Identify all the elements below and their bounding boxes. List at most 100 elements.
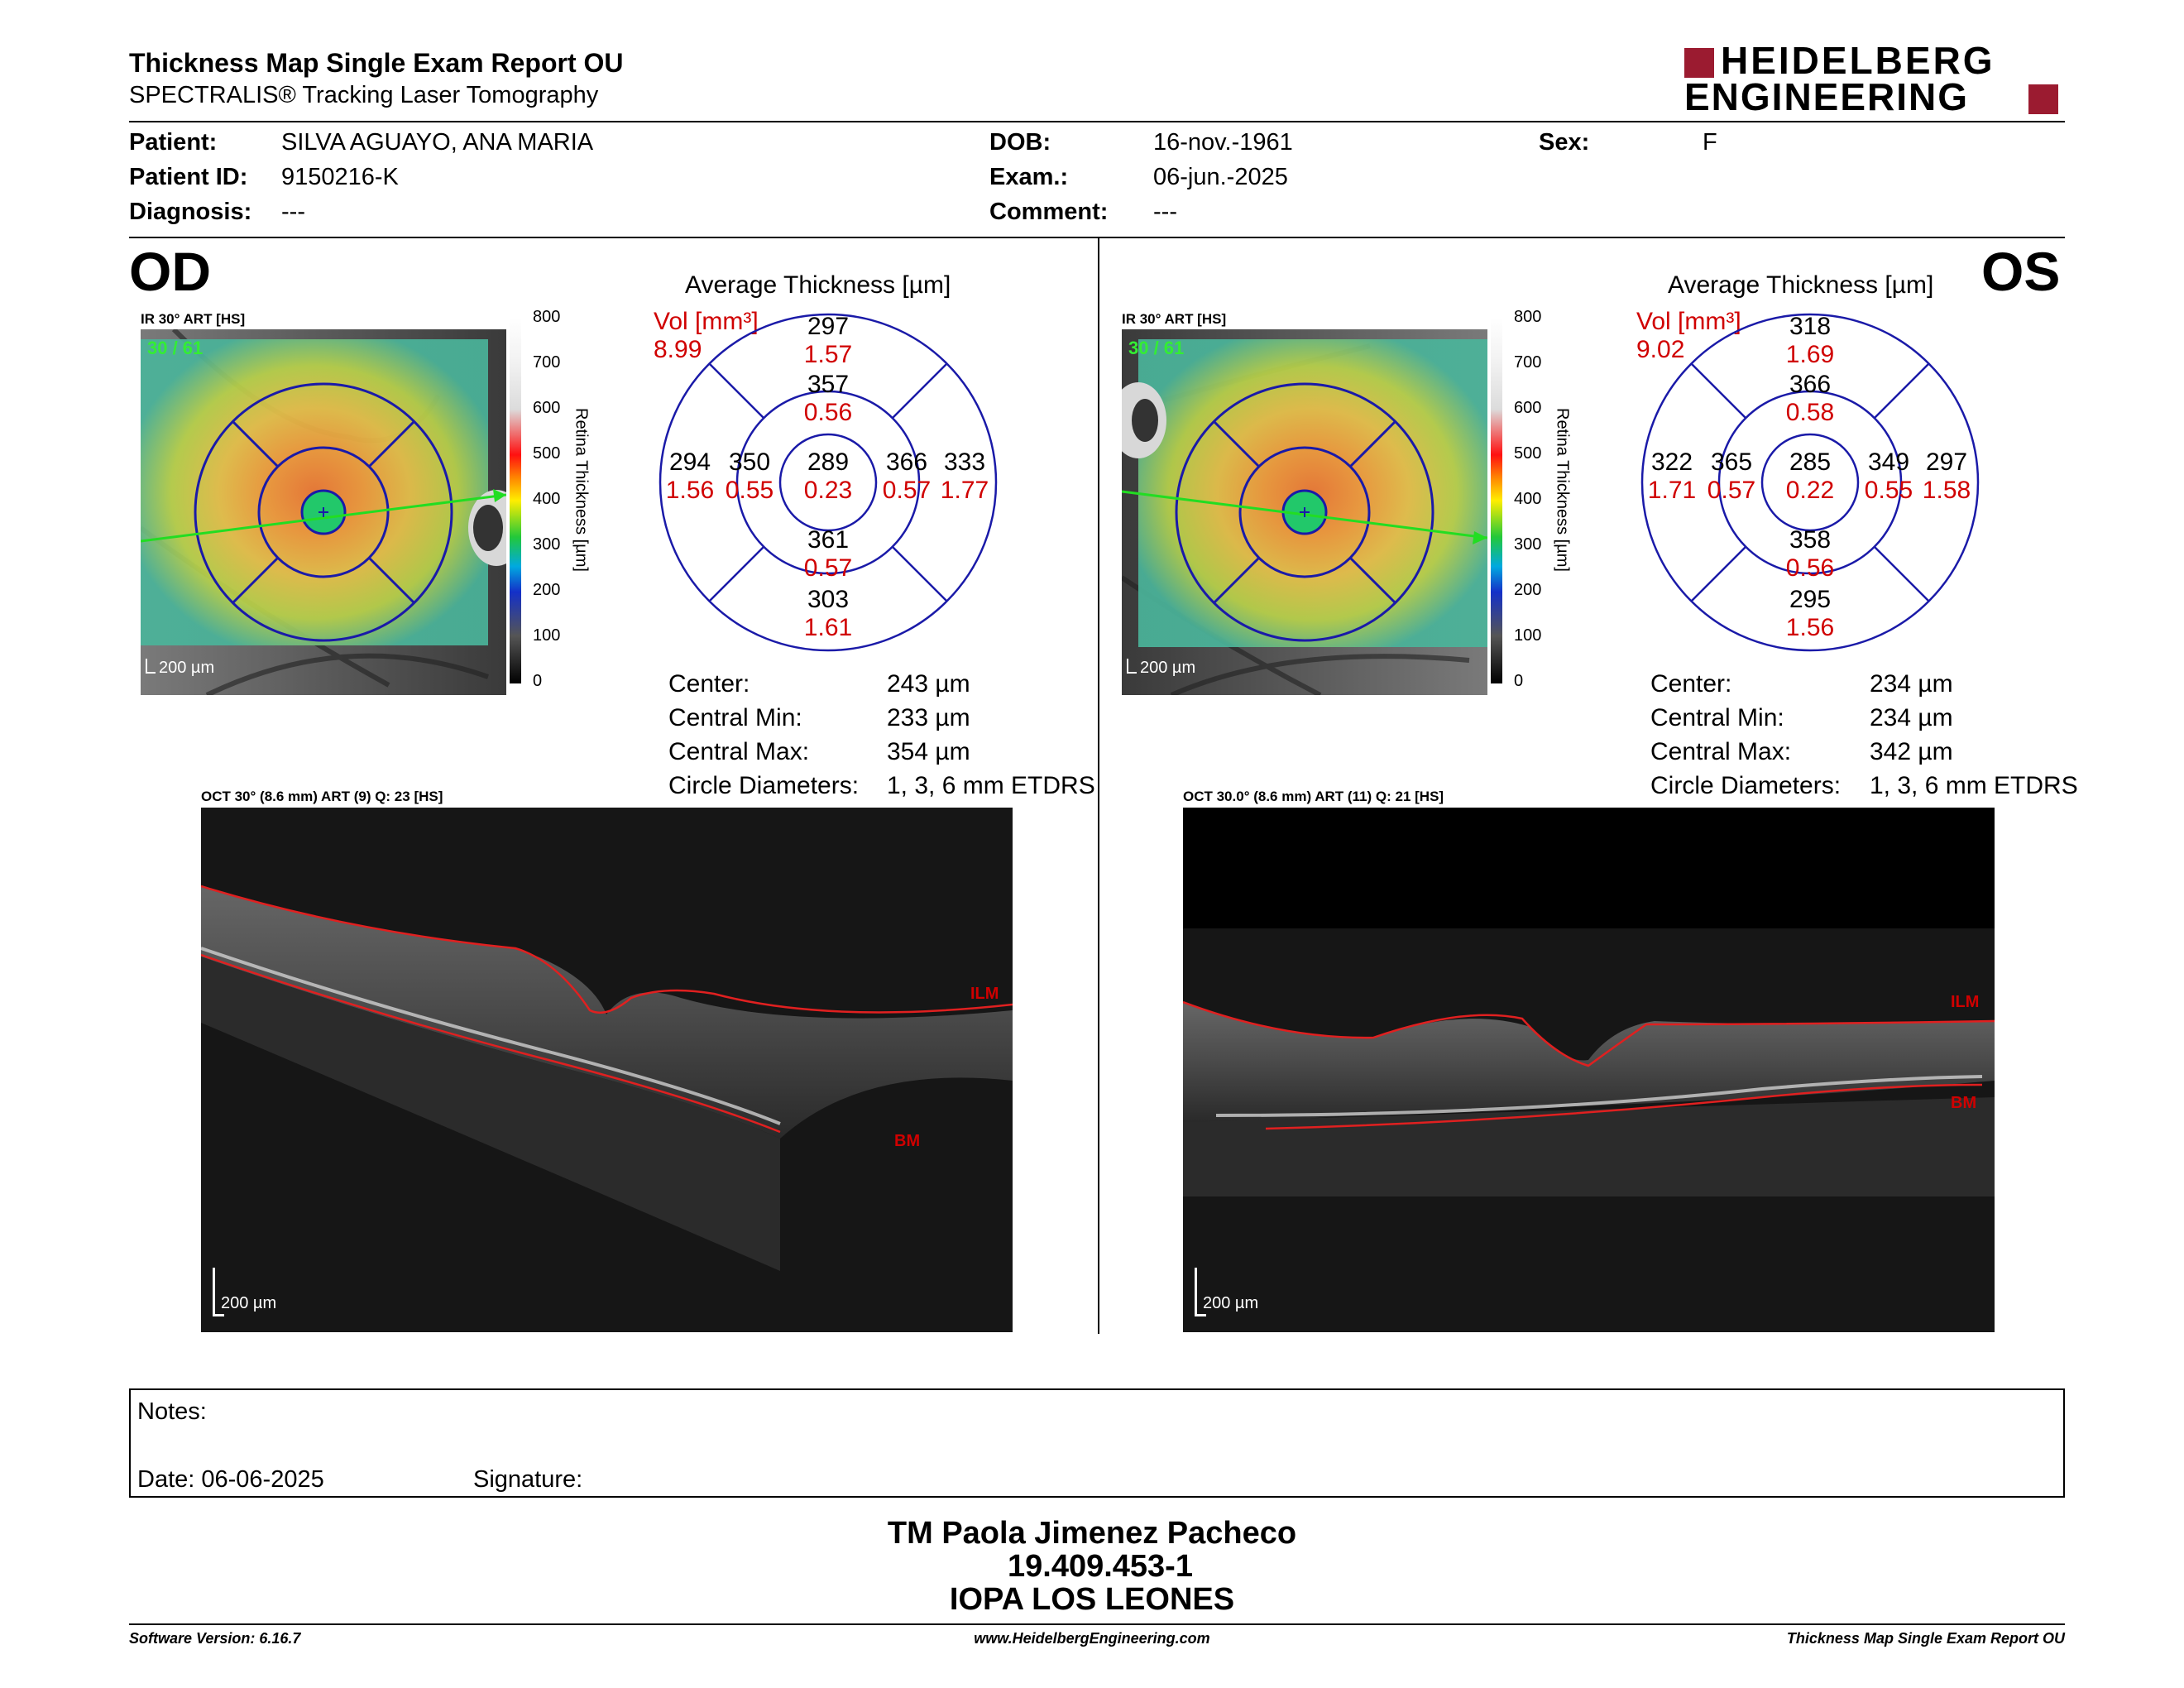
od-fundus-label: IR 30° ART [HS]: [141, 311, 246, 327]
os-center-value: 234 µm: [1870, 670, 1953, 698]
patient-label: Patient:: [129, 129, 218, 156]
od-outer-inferior: 303 1.61: [803, 586, 853, 641]
os-center-label: Center:: [1650, 670, 1732, 698]
software-version: Software Version: 6.16.7: [129, 1630, 301, 1647]
os-diam-value: 1, 3, 6 mm ETDRS: [1870, 772, 2078, 799]
eye-divider: [1098, 238, 1099, 1334]
os-eye-label: OS: [1981, 241, 2061, 302]
od-outer-nasal: 294 1.56: [665, 448, 715, 504]
od-fundus-map: 30 / 61 200 µm: [139, 327, 524, 698]
od-inner-inferior: 361 0.57: [803, 526, 853, 582]
od-center: 289 0.23: [803, 448, 853, 504]
signatory-institution: IOPA LOS LEONES: [949, 1582, 1235, 1617]
od-inner-nasal: 350 0.55: [725, 448, 774, 504]
footer-report-title: Thickness Map Single Exam Report OU: [1786, 1630, 2065, 1647]
od-diam-label: Circle Diameters:: [668, 772, 860, 799]
od-fundus-scale: 200 µm: [159, 659, 215, 677]
od-etdrs-grid: 297 1.57 357 0.56 289 0.23 350 0.55 366 0.57 …: [659, 313, 998, 652]
od-center-value: 243 µm: [887, 670, 970, 698]
os-fundus-scale: 200 µm: [1140, 659, 1196, 677]
os-inner-superior: 366 0.58: [1785, 371, 1835, 426]
patient-name: SILVA AGUAYO, ANA MARIA: [281, 129, 594, 156]
heidelberg-logo: HEIDELBERG ENGINEERING: [1684, 40, 2065, 118]
patient-id-label: Patient ID:: [129, 164, 248, 190]
sex-value: F: [1703, 129, 1717, 156]
os-outer-nasal: 322 1.71: [1647, 448, 1697, 504]
od-max-label: Central Max:: [668, 738, 810, 765]
os-outer-superior: 318 1.69: [1785, 313, 1835, 368]
report-title: Thickness Map Single Exam Report OU: [129, 48, 624, 78]
footer-divider: [129, 1623, 2065, 1625]
os-ilm-label: ILM: [1951, 993, 1980, 1011]
od-avg-title: Average Thickness [µm]: [685, 271, 951, 299]
header-divider: [129, 121, 2065, 122]
notes-date: Date: 06-06-2025: [137, 1466, 324, 1493]
exam-value: 06-jun.-2025: [1153, 164, 1288, 190]
signature-label: Signature:: [473, 1466, 583, 1493]
od-bm-label: BM: [894, 1132, 921, 1150]
os-oct-scale: 200 µm: [1203, 1294, 1259, 1312]
os-etdrs-grid: 318 1.69 366 0.58 285 0.22 365 0.57 349 0.55 …: [1640, 313, 1980, 652]
os-fundus-map: 30 / 61 200 µm: [1110, 329, 1488, 698]
os-inner-inferior: 358 0.56: [1785, 526, 1835, 582]
os-min-label: Central Min:: [1650, 704, 1784, 731]
report-subtitle: SPECTRALIS® Tracking Laser Tomography: [129, 82, 599, 108]
os-outer-temporal: 297 1.58: [1922, 448, 1971, 504]
notes-box[interactable]: Notes: Date: 06-06-2025 Signature:: [129, 1388, 2065, 1498]
os-vol-value: 9.02: [1636, 336, 1685, 363]
od-vol-value: 8.99: [654, 336, 702, 363]
od-min-value: 233 µm: [887, 704, 970, 731]
signatory-name: TM Paola Jimenez Pacheco: [887, 1516, 1297, 1551]
sex-label: Sex:: [1539, 129, 1590, 156]
diagnosis-value: ---: [281, 199, 305, 225]
od-outer-superior: 297 1.57: [803, 313, 853, 368]
logo-text-engineering: ENGINEERING: [1684, 75, 1970, 118]
od-oct-scale: 200 µm: [221, 1294, 277, 1312]
os-colorbar-label: Retina Thickness [µm]: [1553, 408, 1572, 572]
diagnosis-label: Diagnosis:: [129, 199, 252, 225]
od-outer-temporal: 333 1.77: [940, 448, 989, 504]
od-oct-label: OCT 30° (8.6 mm) ART (9) Q: 23 [HS]: [201, 789, 443, 804]
os-fundus-label: IR 30° ART [HS]: [1122, 311, 1227, 327]
os-vol-label: Vol [mm³]: [1636, 308, 1741, 335]
od-colorbar-label: Retina Thickness [µm]: [572, 408, 591, 572]
signatory-rut: 19.409.453-1: [1008, 1549, 1193, 1584]
patient-divider: [129, 237, 2065, 238]
od-vol-label: Vol [mm³]: [654, 308, 759, 335]
od-ilm-label: ILM: [970, 985, 999, 1003]
od-center-label: Center:: [668, 670, 750, 698]
os-center: 285 0.22: [1785, 448, 1835, 504]
os-oct-bscan: ILM BM 200 µm: [1182, 808, 1995, 1332]
os-outer-inferior: 295 1.56: [1785, 586, 1835, 641]
os-avg-title: Average Thickness [µm]: [1668, 271, 1934, 299]
os-max-value: 342 µm: [1870, 738, 1953, 765]
od-min-label: Central Min:: [668, 704, 802, 731]
os-fundus-count: 30 / 61: [1128, 338, 1185, 358]
logo-text-heidelberg: HEIDELBERG: [1721, 39, 1995, 82]
comment-value: ---: [1153, 199, 1177, 225]
dob-label: DOB:: [989, 129, 1051, 156]
website-link[interactable]: www.HeidelbergEngineering.com: [974, 1630, 1210, 1647]
os-colorbar-ticks: 800 700 600 500 400 300 200 100 0: [1514, 308, 1542, 690]
od-oct-bscan: ILM BM 200 µm: [200, 808, 1013, 1332]
od-inner-superior: 357 0.56: [803, 371, 853, 426]
os-bm-label: BM: [1951, 1094, 1977, 1112]
od-colorbar-ticks: 800 700 600 500 400 300 200 100 0: [533, 308, 561, 690]
os-diam-label: Circle Diameters:: [1650, 772, 1842, 799]
os-min-value: 234 µm: [1870, 704, 1953, 731]
od-fundus-count: 30 / 61: [147, 338, 204, 358]
os-oct-label: OCT 30.0° (8.6 mm) ART (11) Q: 21 [HS]: [1183, 789, 1444, 804]
os-colorbar: [1491, 318, 1502, 683]
dob-value: 16-nov.-1961: [1153, 129, 1293, 156]
exam-label: Exam.:: [989, 164, 1069, 190]
patient-id: 9150216-K: [281, 164, 399, 190]
os-inner-nasal: 365 0.57: [1707, 448, 1756, 504]
od-max-value: 354 µm: [887, 738, 970, 765]
od-eye-label: OD: [129, 241, 211, 302]
notes-label: Notes:: [137, 1398, 207, 1425]
od-inner-temporal: 366 0.57: [882, 448, 932, 504]
os-inner-temporal: 349 0.55: [1864, 448, 1913, 504]
comment-label: Comment:: [989, 199, 1109, 225]
od-diam-value: 1, 3, 6 mm ETDRS: [887, 772, 1095, 799]
os-max-label: Central Max:: [1650, 738, 1792, 765]
